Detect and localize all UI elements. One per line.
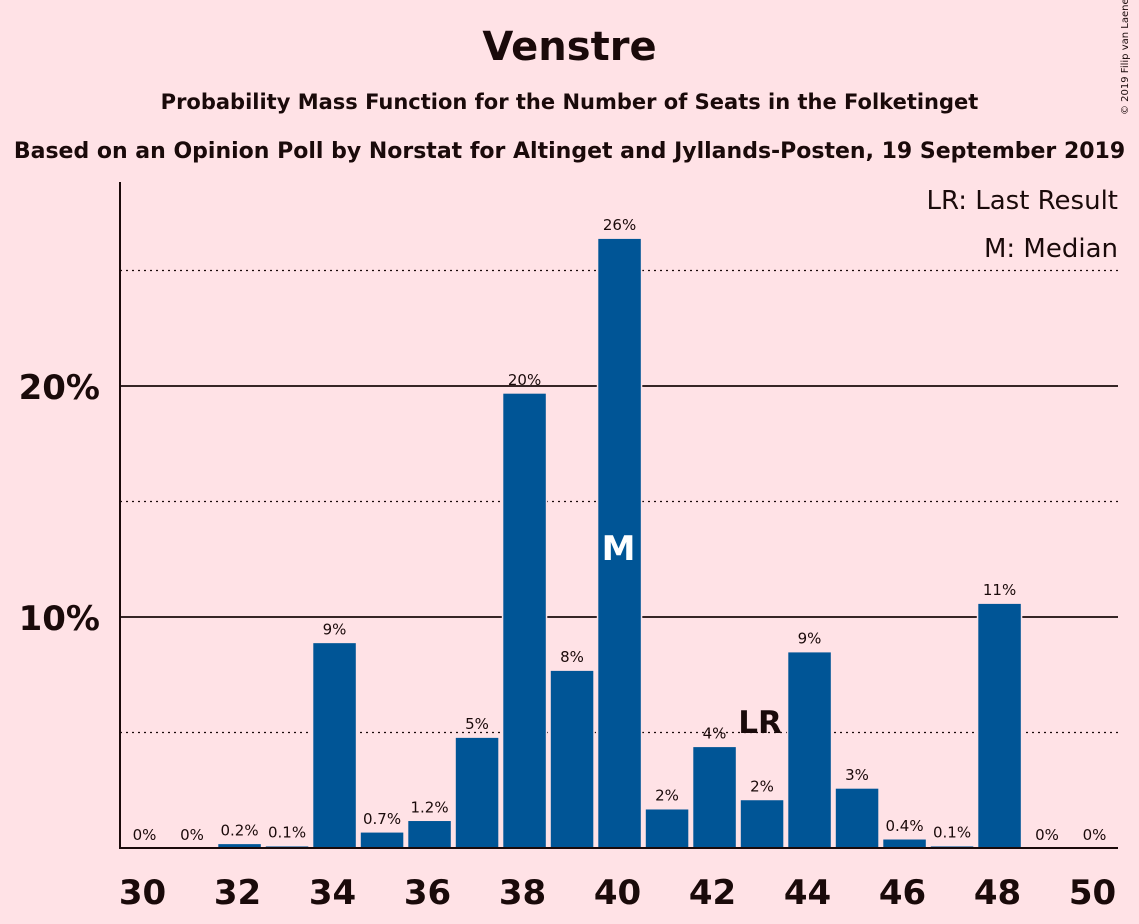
bar	[834, 787, 880, 849]
bar	[976, 602, 1023, 849]
legend-entry: M: Median	[984, 234, 1118, 264]
x-tick-label: 40	[594, 873, 641, 913]
median-marker: M	[602, 529, 636, 569]
data-label: 0%	[180, 826, 204, 844]
data-label: 2%	[655, 787, 679, 805]
data-label: 3%	[845, 766, 869, 784]
last-result-marker: LR	[738, 705, 782, 741]
bar	[881, 838, 928, 849]
data-label: 0.1%	[268, 824, 306, 842]
y-tick-label: 20%	[19, 368, 100, 408]
data-label: 26%	[603, 216, 636, 234]
data-label: 0.1%	[933, 824, 971, 842]
bar	[644, 807, 690, 849]
data-label: 0.7%	[363, 810, 401, 828]
bar	[359, 831, 405, 849]
data-label: 0%	[133, 826, 157, 844]
x-tick-label: 32	[214, 873, 261, 913]
data-label: 0.2%	[220, 821, 258, 839]
data-label: 2%	[750, 777, 774, 795]
data-label: 11%	[983, 581, 1016, 599]
data-label: 9%	[798, 630, 822, 648]
bar	[311, 641, 358, 849]
data-label: 8%	[560, 648, 584, 666]
x-tick-label: 38	[499, 873, 546, 913]
bar	[454, 736, 500, 849]
data-label: 4%	[703, 724, 727, 742]
bar	[786, 650, 833, 849]
bar	[739, 798, 785, 849]
x-tick-label: 50	[1069, 873, 1116, 913]
chart-title: Venstre	[482, 24, 657, 70]
data-label: 0%	[1035, 826, 1059, 844]
x-tick-label: 34	[309, 873, 356, 913]
data-label: 5%	[465, 715, 489, 733]
x-tick-label: 30	[119, 873, 166, 913]
data-label: 1.2%	[410, 798, 448, 816]
bar	[596, 237, 643, 849]
y-tick-label: 10%	[19, 599, 100, 639]
bar	[549, 669, 595, 849]
bar	[406, 819, 453, 849]
bar	[691, 745, 738, 849]
x-tick-label: 42	[689, 873, 736, 913]
x-tick-label: 44	[784, 873, 831, 913]
data-label: 9%	[323, 620, 347, 638]
x-tick-label: 48	[974, 873, 1021, 913]
x-tick-label: 36	[404, 873, 451, 913]
data-label: 0.4%	[885, 817, 923, 835]
bar	[501, 392, 548, 849]
data-label: 0%	[1083, 826, 1107, 844]
data-label: 20%	[508, 371, 541, 389]
legend-entry: LR: Last Result	[926, 186, 1118, 216]
chart-source-note: Based on an Opinion Poll by Norstat for …	[13, 139, 1126, 164]
x-tick-label: 46	[879, 873, 926, 913]
chart-subtitle: Probability Mass Function for the Number…	[160, 90, 979, 114]
